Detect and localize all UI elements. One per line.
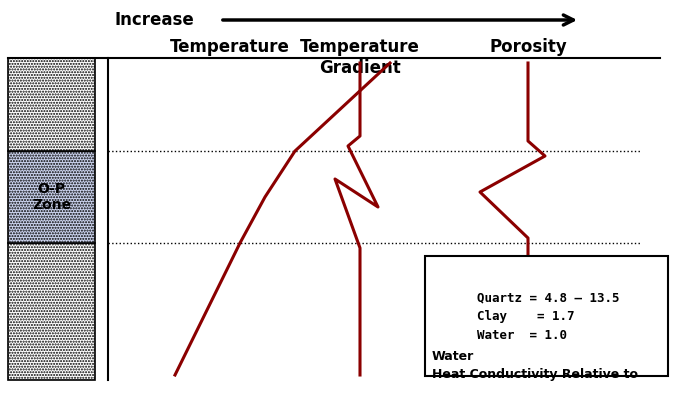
- Text: Clay    = 1.7: Clay = 1.7: [447, 310, 574, 323]
- Bar: [8, 243, 95, 380]
- Text: Water  = 1.0: Water = 1.0: [447, 329, 567, 342]
- Text: Temperature
Gradient: Temperature Gradient: [300, 38, 420, 77]
- Bar: [8, 58, 95, 151]
- Text: Temperature: Temperature: [170, 38, 290, 56]
- Text: O-P
Zone: O-P Zone: [32, 182, 71, 212]
- Text: Porosity: Porosity: [489, 38, 567, 56]
- Bar: [8, 151, 95, 243]
- Bar: [425, 256, 668, 376]
- Text: Increase: Increase: [115, 11, 195, 29]
- Text: Heat Conductivity Relative to: Heat Conductivity Relative to: [432, 368, 638, 381]
- Text: Quartz = 4.8 – 13.5: Quartz = 4.8 – 13.5: [447, 291, 619, 304]
- Text: Water: Water: [432, 350, 474, 363]
